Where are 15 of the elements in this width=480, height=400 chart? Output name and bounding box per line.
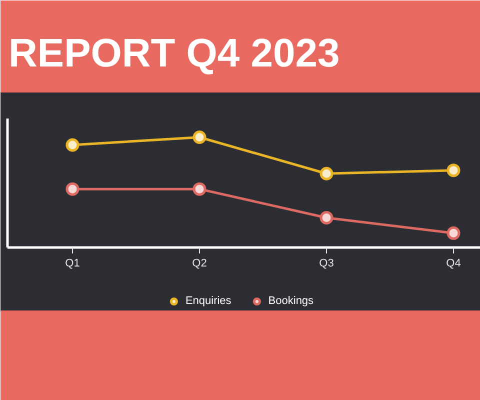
x-tick-label: Q2 (192, 258, 207, 270)
x-tick-label: Q3 (319, 258, 334, 270)
chart-title: REPORT Q4 2023 (8, 32, 340, 76)
x-tick-label: Q4 (446, 258, 461, 270)
point (320, 210, 334, 224)
point (320, 166, 334, 180)
point (446, 226, 460, 240)
legend-label: Enquiries (185, 295, 232, 307)
x-tick-label: Q1 (65, 258, 80, 270)
point (192, 130, 206, 144)
point (192, 182, 206, 196)
legend-label: Bookings (268, 295, 314, 307)
point (66, 182, 80, 196)
point (66, 138, 80, 152)
point (446, 164, 460, 178)
